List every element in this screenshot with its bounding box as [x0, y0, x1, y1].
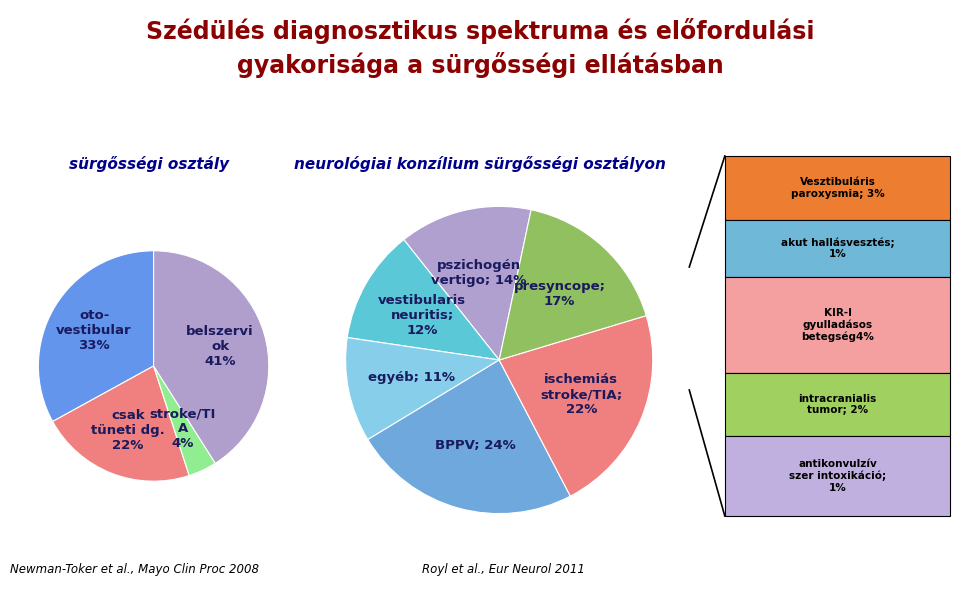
- Text: ischemiás
stroke/TIA;
22%: ischemiás stroke/TIA; 22%: [540, 373, 622, 416]
- Text: sürgősségi osztály: sürgősségi osztály: [69, 156, 228, 172]
- Text: Newman-Toker et al., Mayo Clin Proc 2008: Newman-Toker et al., Mayo Clin Proc 2008: [10, 563, 258, 576]
- Wedge shape: [154, 366, 215, 476]
- Wedge shape: [346, 338, 499, 440]
- Text: stroke/TI
A
4%: stroke/TI A 4%: [150, 407, 216, 450]
- Wedge shape: [404, 206, 531, 360]
- Wedge shape: [154, 251, 269, 463]
- Text: neurológiai konzílium sürgősségi osztályon: neurológiai konzílium sürgősségi osztály…: [294, 156, 666, 172]
- Text: belszervi
ok
41%: belszervi ok 41%: [186, 325, 253, 368]
- Wedge shape: [368, 360, 570, 514]
- Wedge shape: [38, 251, 154, 421]
- Wedge shape: [53, 366, 189, 481]
- Wedge shape: [348, 239, 499, 360]
- Text: BPPV; 24%: BPPV; 24%: [435, 439, 516, 452]
- Text: Szédülés diagnosztikus spektruma és előfordulási
gyakorisága a sürgősségi ellátá: Szédülés diagnosztikus spektruma és előf…: [146, 18, 814, 79]
- Text: csak
tüneti dg.
22%: csak tüneti dg. 22%: [91, 409, 165, 452]
- Text: Vesztibuláris
paroxysmia; 3%: Vesztibuláris paroxysmia; 3%: [791, 177, 884, 199]
- Text: vestibularis
neuritis;
12%: vestibularis neuritis; 12%: [378, 294, 467, 337]
- Text: KIR-I
gyulladásos
betegség4%: KIR-I gyulladásos betegség4%: [802, 308, 874, 342]
- Text: oto-
vestibular
33%: oto- vestibular 33%: [57, 310, 132, 352]
- Text: akut hallásvesztés;
1%: akut hallásvesztés; 1%: [780, 238, 895, 259]
- Wedge shape: [499, 210, 646, 360]
- Text: egyéb; 11%: egyéb; 11%: [369, 371, 455, 384]
- Text: Royl et al., Eur Neurol 2011: Royl et al., Eur Neurol 2011: [422, 563, 586, 576]
- Wedge shape: [499, 316, 653, 496]
- Text: intracranialis
tumor; 2%: intracranialis tumor; 2%: [799, 394, 876, 415]
- Text: antikonvulzív
szer intoxikáció;
1%: antikonvulzív szer intoxikáció; 1%: [789, 459, 886, 493]
- Text: pszichogén
vertigo; 14%: pszichogén vertigo; 14%: [431, 259, 526, 287]
- Text: presyncope;
17%: presyncope; 17%: [514, 280, 606, 308]
